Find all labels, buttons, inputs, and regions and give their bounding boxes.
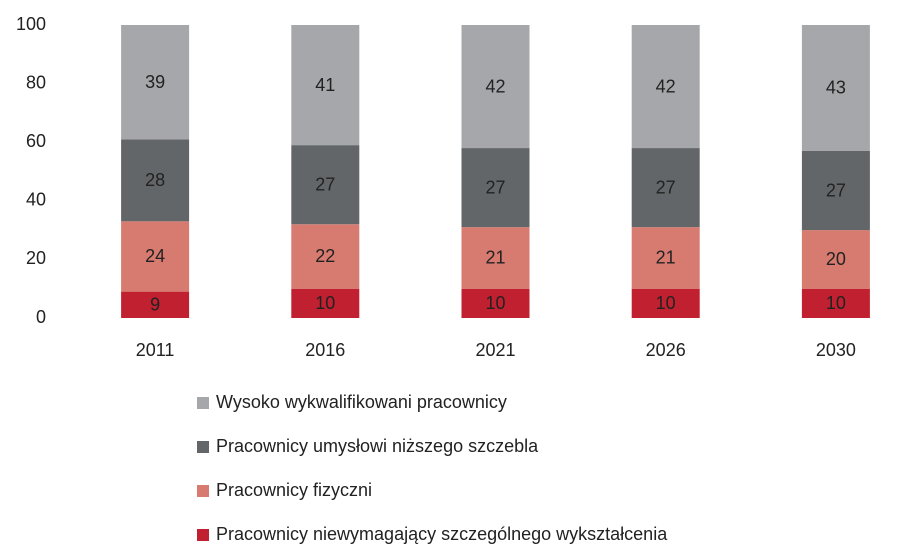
y-tick-label: 40 [26, 190, 46, 210]
data-label: 20 [826, 249, 846, 269]
data-label: 10 [485, 293, 505, 313]
data-label: 27 [656, 177, 676, 197]
legend-label: Wysoko wykwalifikowani pracownicy [216, 392, 507, 412]
x-tick-label: 2011 [136, 340, 175, 360]
bar-segment [461, 25, 530, 149]
bar-segment [631, 227, 700, 289]
bar-segment [291, 224, 360, 289]
data-label: 43 [826, 78, 846, 98]
data-label: 27 [826, 180, 846, 200]
x-tick-label: 2026 [646, 340, 686, 360]
bar-segment [631, 25, 700, 149]
legend-swatch [197, 529, 209, 541]
bar-segment [121, 25, 190, 140]
data-label: 21 [485, 248, 505, 268]
legend-swatch [197, 485, 209, 497]
data-label: 21 [656, 248, 676, 268]
data-label: 10 [656, 293, 676, 313]
legend-label: Pracownicy fizyczni [216, 480, 372, 500]
bar-segment [291, 145, 360, 225]
bar-segment [631, 148, 700, 228]
x-tick-label: 2016 [305, 340, 345, 360]
data-label: 27 [485, 177, 505, 197]
bar-segment [631, 288, 700, 318]
legend-label: Pracownicy umysłowi niższego szczebla [216, 436, 539, 456]
y-tick-label: 60 [26, 131, 46, 151]
bar-segment [461, 288, 530, 318]
bar-segment [461, 148, 530, 228]
data-label: 22 [315, 246, 335, 266]
legend-label: Pracownicy niewymagający szczególnego wy… [216, 524, 668, 544]
bar-segment [121, 291, 190, 318]
data-label: 42 [485, 76, 505, 96]
bar-segment [801, 288, 870, 318]
y-tick-label: 0 [36, 307, 46, 327]
bar-segment [121, 221, 190, 292]
y-tick-label: 20 [26, 248, 46, 268]
bar-segment [121, 139, 190, 222]
data-label: 27 [315, 174, 335, 194]
bar-segment [801, 230, 870, 289]
x-tick-label: 2021 [475, 340, 515, 360]
bar-segment [461, 227, 530, 289]
bar-segment [291, 288, 360, 318]
legend-swatch [197, 441, 209, 453]
bar-segment [801, 25, 870, 151]
bar-segment [801, 150, 870, 231]
data-label: 9 [150, 295, 160, 315]
bar-segment [291, 25, 360, 146]
data-label: 10 [826, 293, 846, 313]
data-label: 42 [656, 76, 676, 96]
data-label: 24 [145, 246, 165, 266]
data-label: 10 [315, 293, 335, 313]
x-tick-label: 2030 [816, 340, 856, 360]
y-tick-label: 80 [26, 72, 46, 92]
data-label: 41 [315, 75, 335, 95]
legend-swatch [197, 397, 209, 409]
data-label: 39 [145, 72, 165, 92]
y-tick-label: 100 [16, 14, 46, 34]
data-label: 28 [145, 170, 165, 190]
